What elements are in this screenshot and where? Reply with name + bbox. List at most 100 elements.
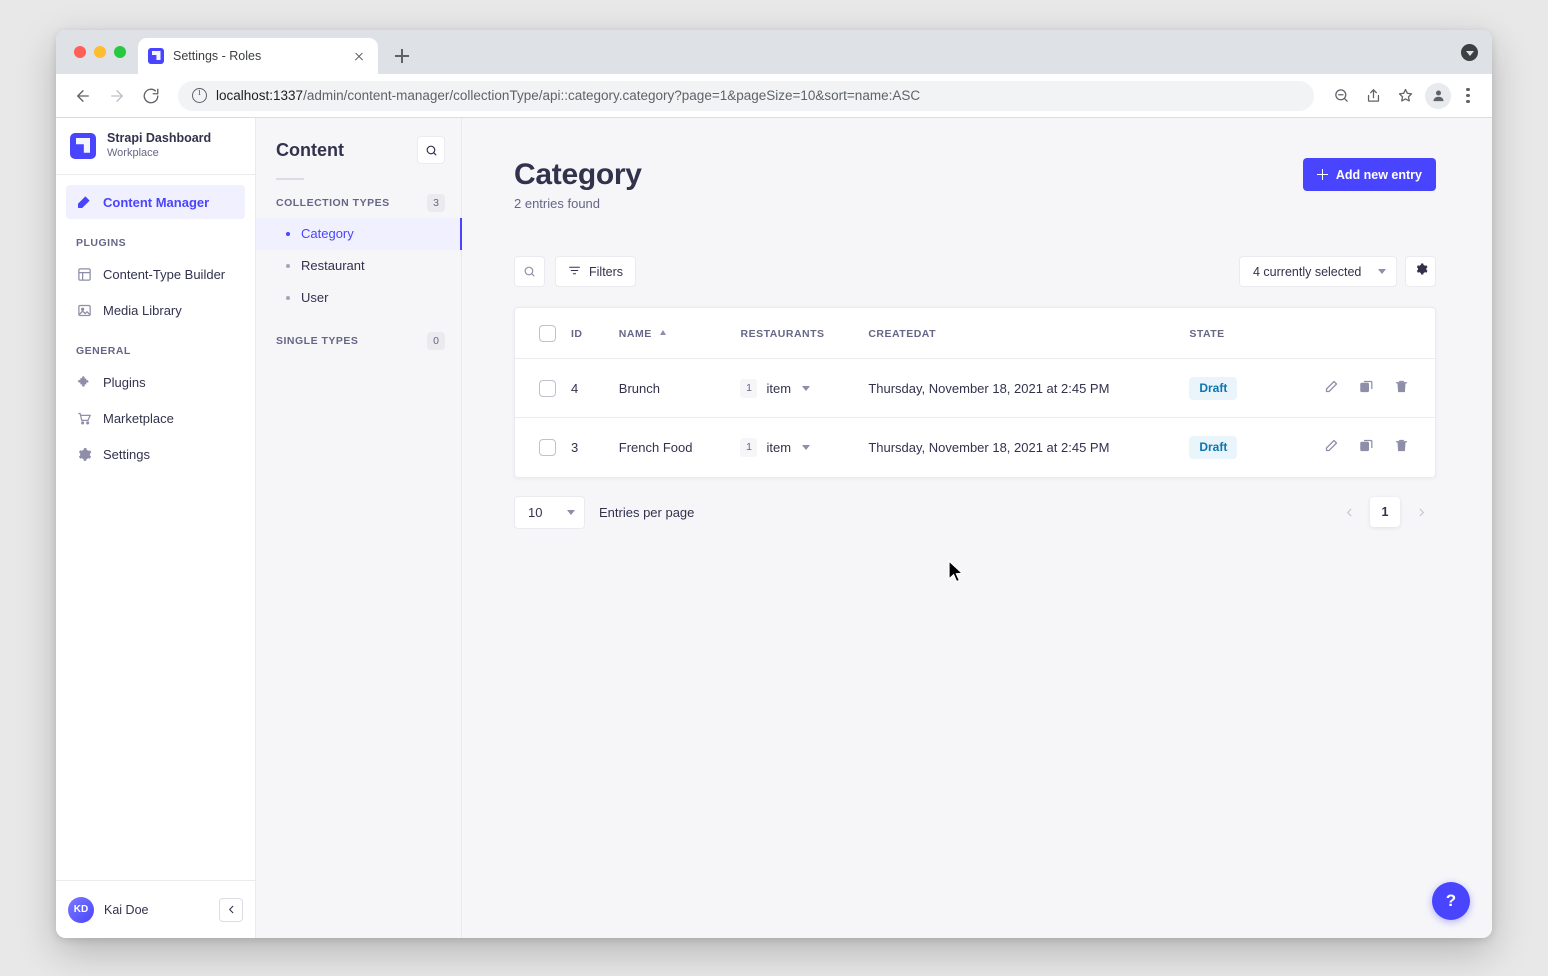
section-single-types: SINGLE TYPES 0 xyxy=(256,331,461,350)
close-icon[interactable] xyxy=(350,47,368,65)
close-window-button[interactable] xyxy=(74,46,86,58)
sidebar-item-marketplace[interactable]: Marketplace xyxy=(66,401,245,435)
user-name: Kai Doe xyxy=(104,902,149,917)
chevron-down-icon xyxy=(567,509,575,515)
bookmark-star-icon[interactable] xyxy=(1390,81,1420,111)
table-toolbar: Filters 4 currently selected xyxy=(514,256,1436,287)
new-tab-button[interactable] xyxy=(388,42,416,70)
trash-icon[interactable] xyxy=(1394,379,1409,397)
cell-id: 3 xyxy=(570,439,579,455)
content-panel-title: Content xyxy=(276,139,344,160)
address-bar[interactable]: localhost:1337/admin/content-manager/col… xyxy=(178,80,1314,111)
tab-search-icon[interactable] xyxy=(1461,44,1478,61)
puzzle-icon xyxy=(76,374,92,390)
table-settings-button[interactable] xyxy=(1405,256,1436,287)
relation-label: item xyxy=(766,439,792,455)
add-new-entry-button[interactable]: Add new entry xyxy=(1302,158,1436,191)
search-icon[interactable] xyxy=(417,136,445,164)
browser-window: Settings - Roles localhost:1337/admin/co… xyxy=(56,30,1492,938)
chrome-menu-icon[interactable] xyxy=(1456,81,1480,111)
content-type-item-user[interactable]: User xyxy=(256,282,461,314)
browser-tab[interactable]: Settings - Roles xyxy=(138,38,378,74)
sidebar-item-plugins[interactable]: Plugins xyxy=(66,365,245,399)
content-type-label: User xyxy=(301,290,329,305)
row-checkbox[interactable] xyxy=(539,438,556,456)
content-type-item-category[interactable]: Category xyxy=(256,217,462,250)
url-host: localhost:1337 xyxy=(216,88,304,103)
table-row[interactable]: 4 Brunch 1 item Thursday, November 18, 2… xyxy=(515,358,1435,418)
sidebar-item-label: Marketplace xyxy=(103,410,174,426)
duplicate-icon[interactable] xyxy=(1359,379,1374,397)
minimize-window-button[interactable] xyxy=(94,46,106,58)
collapse-sidebar-button[interactable] xyxy=(219,897,243,922)
strapi-app: Strapi Dashboard Workplace Content Manag… xyxy=(56,118,1492,938)
page-number-1[interactable]: 1 xyxy=(1370,497,1400,527)
relation-label: item xyxy=(766,380,792,396)
sidebar-item-content-type-builder[interactable]: Content-Type Builder xyxy=(66,257,245,291)
image-icon xyxy=(76,302,92,318)
entries-count: 2 entries found xyxy=(514,196,601,211)
entries-table: ID NAME RESTAURANTS CREATEDAT STATE xyxy=(514,307,1436,478)
status-badge: Draft xyxy=(1189,435,1238,459)
brand-subtitle: Workplace xyxy=(107,146,159,159)
chevron-down-icon[interactable] xyxy=(802,385,811,391)
trash-icon[interactable] xyxy=(1394,438,1409,456)
browser-tabstrip: Settings - Roles xyxy=(56,30,1492,74)
fields-select[interactable]: 4 currently selected xyxy=(1239,256,1397,287)
reload-icon[interactable] xyxy=(136,81,166,111)
cell-name: French Food xyxy=(618,439,693,455)
sidebar-item-content-manager[interactable]: Content Manager xyxy=(66,185,245,220)
chevron-down-icon[interactable] xyxy=(802,444,811,450)
cell-restaurants[interactable]: 1 item xyxy=(740,418,868,477)
column-header-name[interactable]: NAME xyxy=(618,308,741,359)
column-header-state[interactable]: STATE xyxy=(1189,308,1324,359)
maximize-window-button[interactable] xyxy=(114,46,126,58)
page-size-select[interactable]: 10 xyxy=(514,495,585,529)
column-header-createdat[interactable]: CREATEDAT xyxy=(868,308,1190,359)
pencil-icon[interactable] xyxy=(1324,379,1339,397)
relation-count: 1 xyxy=(740,378,758,398)
brand-header[interactable]: Strapi Dashboard Workplace xyxy=(56,118,255,176)
page-size-value: 10 xyxy=(528,504,543,520)
sidebar-nav: Content Manager PLUGINS Content-Type Bui… xyxy=(56,175,255,880)
row-select-cell xyxy=(515,358,571,418)
window-traffic-lights xyxy=(66,30,138,74)
duplicate-icon[interactable] xyxy=(1359,438,1374,456)
sidebar-group-plugins: PLUGINS xyxy=(76,237,127,250)
back-arrow-icon[interactable] xyxy=(68,81,98,111)
help-button[interactable]: ? xyxy=(1432,882,1470,920)
select-all-checkbox[interactable] xyxy=(539,325,556,342)
sidebar-item-label: Settings xyxy=(103,446,150,462)
sidebar-item-settings[interactable]: Settings xyxy=(66,437,245,471)
zoom-out-icon[interactable] xyxy=(1326,81,1356,111)
share-icon[interactable] xyxy=(1358,81,1388,111)
avatar[interactable]: KD xyxy=(68,896,94,923)
sidebar-item-media-library[interactable]: Media Library xyxy=(66,293,245,327)
section-collection-types: COLLECTION TYPES 3 xyxy=(256,193,461,212)
sidebar-group-general: GENERAL xyxy=(76,345,131,358)
bullet-icon xyxy=(286,231,290,236)
column-header-restaurants[interactable]: RESTAURANTS xyxy=(740,308,869,359)
row-checkbox[interactable] xyxy=(539,379,556,397)
url-path: /admin/content-manager/collectionType/ap… xyxy=(303,88,921,103)
cell-actions xyxy=(1324,358,1435,418)
site-info-icon[interactable] xyxy=(192,87,207,103)
previous-page-button[interactable] xyxy=(1334,497,1364,527)
chevron-down-icon xyxy=(1378,269,1386,274)
content-type-label: Category xyxy=(301,226,354,241)
cell-restaurants[interactable]: 1 item xyxy=(740,358,869,418)
next-page-button[interactable] xyxy=(1406,497,1436,527)
filters-button[interactable]: Filters xyxy=(555,256,637,287)
sidebar-user-bar: KD Kai Doe xyxy=(56,880,255,938)
column-header-id[interactable]: ID xyxy=(570,308,619,359)
pencil-icon[interactable] xyxy=(1324,438,1339,456)
content-type-item-restaurant[interactable]: Restaurant xyxy=(256,250,461,282)
profile-avatar-icon[interactable] xyxy=(1425,82,1451,109)
search-icon[interactable] xyxy=(514,256,545,287)
add-new-entry-label: Add new entry xyxy=(1335,167,1422,182)
pagination: 10 Entries per page 1 xyxy=(514,495,1436,529)
forward-arrow-icon[interactable] xyxy=(102,81,132,111)
table-row[interactable]: 3 French Food 1 item Thursday, November … xyxy=(515,418,1435,477)
entries-per-page-label: Entries per page xyxy=(599,504,695,520)
cell-state: Draft xyxy=(1189,418,1324,477)
